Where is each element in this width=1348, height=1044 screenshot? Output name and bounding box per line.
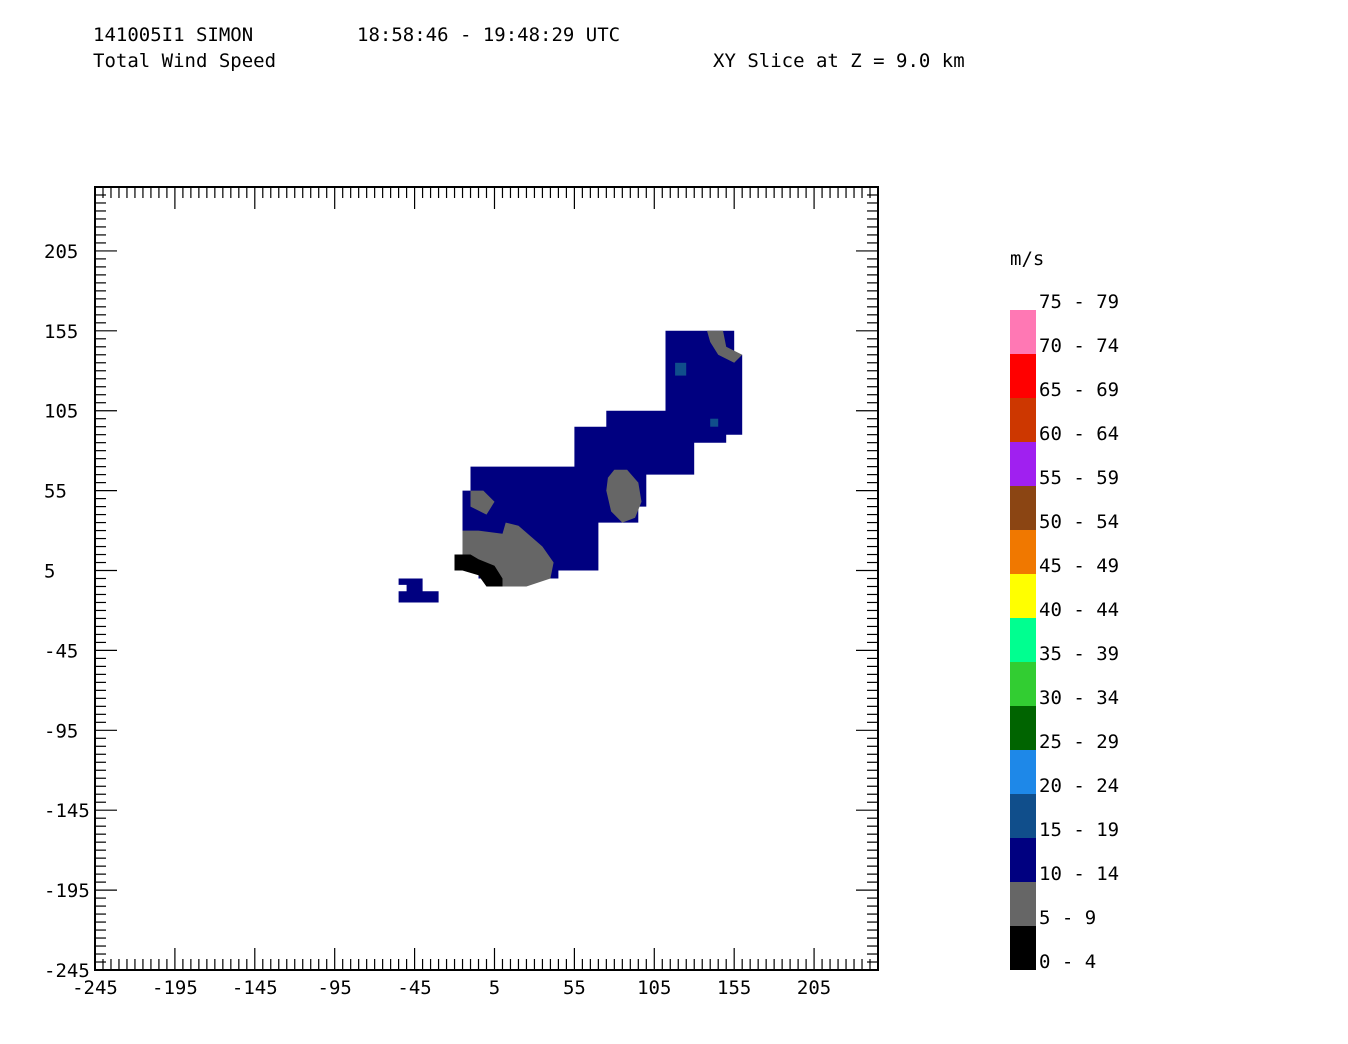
legend-label: 35 - 39 [1039,643,1119,665]
region-small-green-east [710,418,719,427]
y-tick-label: -245 [44,960,90,982]
x-tick-label: 55 [563,977,586,999]
y-tick-label: -45 [44,640,78,662]
region-main-band [462,330,743,579]
region-inner-core [606,469,642,523]
x-tick-label: -245 [72,977,118,999]
x-axis-labels: -245 -195 -145 -95 -45 5 55 105 155 205 [72,977,831,999]
legend-swatch [1010,398,1036,442]
x-tick-label: 205 [797,977,831,999]
y-tick-label: -145 [44,800,90,822]
legend-label: 20 - 24 [1039,775,1119,797]
color-legend: m/s 75 - 79 70 - 74 65 - 69 60 - 64 55 - 59 50… [1010,248,1119,973]
y-tick-label: 205 [44,241,78,263]
region-north-blob [665,354,676,371]
legend-swatch [1010,750,1036,794]
legend-label: 45 - 49 [1039,555,1119,577]
wind-field-regions [398,330,743,603]
y-tick-label: 155 [44,321,78,343]
legend-label: 60 - 64 [1039,423,1119,445]
axis-ticks [94,186,879,971]
region-south-blob [398,578,439,603]
legend-label: 70 - 74 [1039,335,1119,357]
x-tick-label: -195 [152,977,198,999]
y-tick-label: 5 [44,561,55,583]
legend-label: 10 - 14 [1039,863,1119,885]
legend-label: 40 - 44 [1039,599,1119,621]
x-tick-label: -45 [397,977,431,999]
legend-swatch [1010,838,1036,882]
legend-swatch [1010,794,1036,838]
y-tick-label: -195 [44,880,90,902]
legend-units: m/s [1010,248,1044,270]
legend-swatch [1010,662,1036,706]
time-range: 18:58:46 - 19:48:29 UTC [357,24,621,46]
legend-label: 15 - 19 [1039,819,1119,841]
legend-label: 75 - 79 [1039,291,1119,313]
region-small-green-north [675,362,687,376]
legend-swatch [1010,882,1036,926]
x-tick-label: 5 [489,977,500,999]
legend-label: 0 - 4 [1039,951,1096,973]
legend-label: 65 - 69 [1039,379,1119,401]
legend-swatch [1010,486,1036,530]
legend-swatch [1010,310,1036,354]
legend-swatch [1010,442,1036,486]
y-tick-label: 105 [44,401,78,423]
case-id: 141005I1 SIMON [93,24,254,46]
y-tick-label: -95 [44,720,78,742]
legend-swatch [1010,618,1036,662]
legend-swatch [1010,706,1036,750]
legend-label: 50 - 54 [1039,511,1119,533]
legend-label: 25 - 29 [1039,731,1119,753]
region-northeast-edge [707,330,743,363]
region-northwest-core [470,490,495,515]
legend-label: 5 - 9 [1039,907,1096,929]
legend-swatch [1010,574,1036,618]
x-tick-label: 155 [717,977,751,999]
region-southwest-pocket [454,554,503,587]
y-tick-label: 55 [44,481,67,503]
legend-swatch [1010,354,1036,398]
x-tick-label: -145 [232,977,278,999]
legend-label: 55 - 59 [1039,467,1119,489]
x-tick-label: 105 [637,977,671,999]
legend-swatch [1010,530,1036,574]
slice-label: XY Slice at Z = 9.0 km [713,50,965,72]
legend-label: 30 - 34 [1039,687,1119,709]
x-tick-label: -95 [318,977,352,999]
legend-swatch [1010,926,1036,970]
field-name: Total Wind Speed [93,50,277,72]
